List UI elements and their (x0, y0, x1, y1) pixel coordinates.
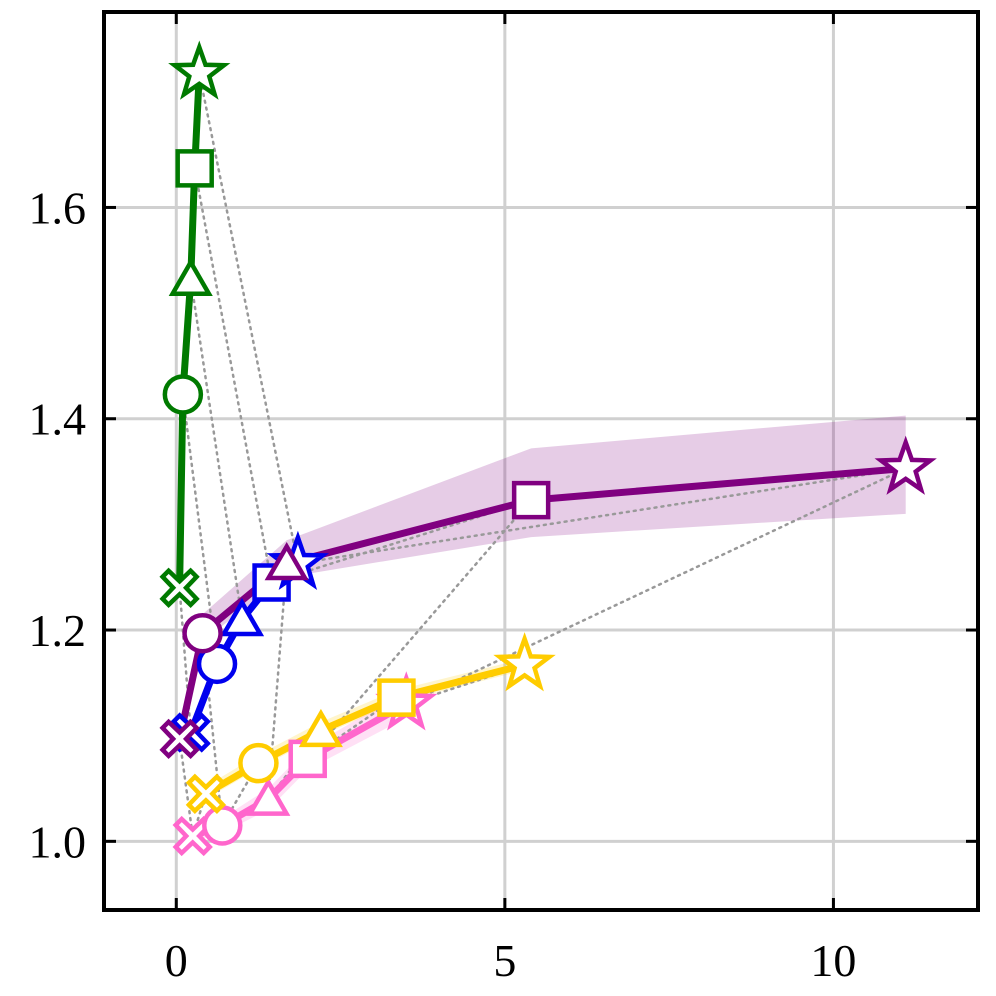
series-markers (159, 40, 937, 857)
series-4-point-3-square (377, 678, 416, 717)
series-4-point-4-star (493, 632, 556, 692)
series-0-point-4-star (168, 40, 231, 100)
series-2-point-4-star (874, 435, 937, 495)
series-4-point-1-circle (238, 742, 279, 784)
y-tick-labels: 1.0 1.2 1.4 1.6 (29, 182, 87, 867)
y-tick-label-1: 1.2 (29, 605, 87, 656)
series-0-point-0-cross (159, 567, 200, 608)
x-tick-label-1: 5 (493, 935, 516, 986)
x-tick-labels: 0 5 10 (165, 935, 857, 986)
series-3-point-2-triangle (246, 777, 291, 816)
series-1-point-2-triangle (219, 598, 265, 637)
series-2-point-1-circle (182, 612, 223, 654)
series-2-point-0-cross (159, 718, 200, 760)
series-0-point-1-circle (162, 374, 204, 415)
y-tick-label-0: 1.0 (29, 816, 87, 867)
connector-1 (181, 393, 260, 830)
x-tick-label-0: 0 (165, 935, 188, 986)
series-0-point-3-square (175, 149, 214, 188)
plot-frame (102, 10, 980, 912)
series-2-point-2-triangle (264, 542, 309, 581)
series-4-point-2-triangle (298, 708, 343, 748)
series-4-point-0-cross (185, 773, 227, 814)
y-tick-label-3: 1.6 (29, 182, 87, 233)
y-tick-label-2: 1.4 (29, 394, 87, 445)
connector-0 (178, 586, 208, 837)
series-0-point-2-triangle (168, 257, 213, 297)
x-tick-label-2: 10 (810, 935, 856, 986)
series-2-point-3-square (511, 480, 551, 520)
series-3-point-1-circle (202, 805, 243, 846)
